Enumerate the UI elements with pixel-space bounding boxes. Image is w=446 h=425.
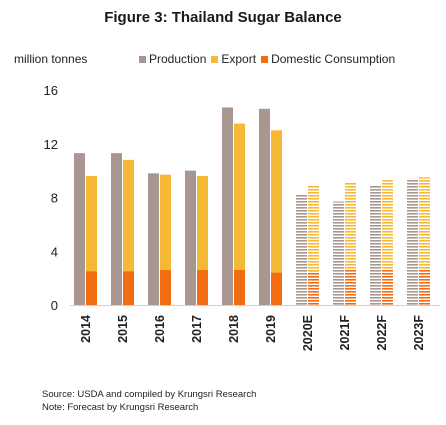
bars-layer [74,107,430,305]
y-tick-label-0: 0 [51,298,58,313]
x-tick-label-2021F: 2021F [338,315,352,351]
bar-export-2015 [123,159,134,305]
bar-domestic-consumption-2020E [308,271,319,305]
bar-export-2018 [234,123,245,305]
bar-domestic-consumption-2017 [197,270,208,305]
bar-production-2015 [111,153,122,305]
bar-domestic-consumption-2018 [234,270,245,305]
bar-domestic-consumption-2014 [86,271,97,305]
x-tick-label-2018: 2018 [227,315,241,343]
y-tick-label-12: 12 [44,137,58,152]
bar-export-2014 [86,176,97,305]
bar-domestic-consumption-2015 [123,271,134,305]
bar-export-2021F [345,182,356,305]
bar-domestic-consumption-2021F [345,270,356,305]
bar-production-2018 [222,107,233,305]
bar-production-2014 [74,153,85,305]
bar-production-2023F [407,178,418,305]
bar-production-2016 [148,173,159,305]
bar-domestic-consumption-2023F [419,268,430,305]
bar-export-2023F [419,177,430,305]
legend-swatch-export [211,55,219,63]
chart-title: Figure 3: Thailand Sugar Balance [104,9,342,26]
legend: Production Export Domestic Consumption [139,52,400,66]
bar-export-2016 [160,174,171,305]
y-axis: 0 4 8 12 16 [44,83,58,313]
bar-production-2020E [296,194,307,305]
legend-swatch-domestic-consumption [261,55,269,63]
legend-label-export: Export [221,52,257,66]
x-tick-label-2020E: 2020E [301,315,315,351]
note-text: Note: Forecast by Krungsri Research [42,402,199,413]
bar-export-2017 [197,176,208,305]
y-unit-label: million tonnes [14,52,88,66]
bar-export-2022F [382,180,393,305]
x-tick-label-2014: 2014 [79,315,93,343]
x-tick-label-2017: 2017 [190,315,204,343]
bar-production-2017 [185,170,196,305]
chart-plot: 0 4 8 12 16 2014 2015 2016 2017 2018 2019 2020E 202… [44,83,440,351]
bar-export-2019 [271,130,282,305]
bar-production-2021F [333,201,344,305]
x-tick-label-2022F: 2022F [375,315,389,351]
bar-domestic-consumption-2022F [382,270,393,305]
legend-label-production: Production [149,52,207,66]
bar-domestic-consumption-2019 [271,272,282,305]
y-tick-label-8: 8 [51,191,58,206]
x-tick-label-2019: 2019 [264,315,278,343]
legend-item-production: Production [139,52,206,66]
bar-production-2019 [259,108,270,305]
legend-label-domestic-consumption: Domestic Consumption [271,52,396,66]
bar-domestic-consumption-2016 [160,270,171,305]
y-tick-label-16: 16 [44,83,58,98]
bar-export-2020E [308,185,319,305]
x-axis: 2014 2015 2016 2017 2018 2019 2020E 2021F 2022F 2… [70,305,440,351]
legend-item-domestic-consumption: Domestic Consumption [261,52,395,66]
source-note: Source: USDA and compiled by Krungsri Re… [42,388,256,414]
legend-swatch-production [139,55,146,63]
source-text: Source: USDA and compiled by Krungsri Re… [42,389,257,400]
x-tick-label-2016: 2016 [153,315,167,343]
legend-item-export: Export [211,52,256,66]
bar-production-2022F [370,185,381,305]
x-tick-label-2023F: 2023F [412,315,426,351]
y-tick-label-4: 4 [51,244,58,259]
x-tick-label-2015: 2015 [116,315,130,343]
